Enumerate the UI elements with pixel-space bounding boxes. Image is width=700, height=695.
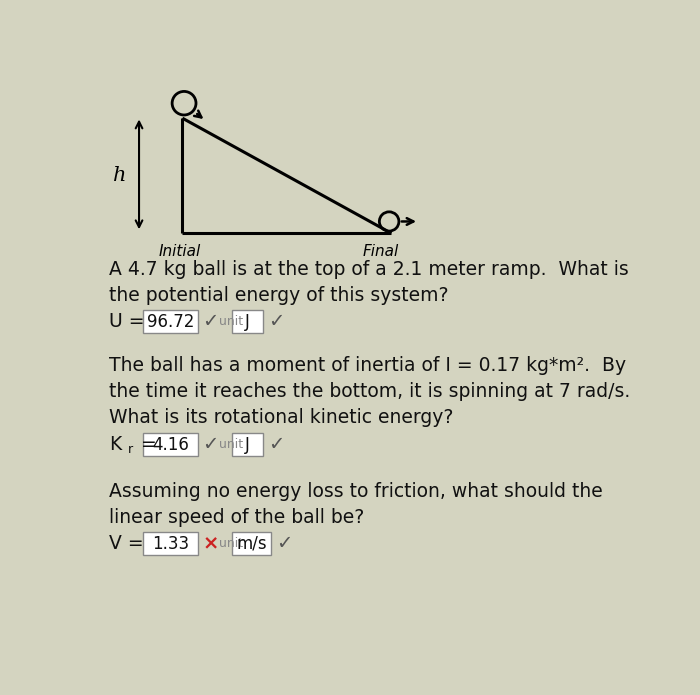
Text: Initial: Initial	[159, 244, 201, 259]
Text: the potential energy of this system?: the potential energy of this system?	[109, 286, 449, 304]
Text: J: J	[245, 313, 250, 331]
Text: ✓: ✓	[267, 312, 284, 331]
Text: unit: unit	[219, 537, 243, 550]
FancyBboxPatch shape	[143, 310, 197, 334]
Text: linear speed of the ball be?: linear speed of the ball be?	[109, 508, 365, 527]
Text: ×: ×	[202, 534, 219, 553]
Text: The ball has a moment of inertia of I = 0.17 kg*m².  By: The ball has a moment of inertia of I = …	[109, 357, 626, 375]
Text: the time it reaches the bottom, it is spinning at 7 rad/s.: the time it reaches the bottom, it is sp…	[109, 382, 631, 401]
Text: ✓: ✓	[202, 435, 219, 454]
Text: ✓: ✓	[276, 534, 292, 553]
Text: ✓: ✓	[202, 312, 219, 331]
Text: V =: V =	[109, 534, 144, 553]
Text: h: h	[113, 166, 127, 185]
Text: m/s: m/s	[237, 534, 267, 553]
Text: K: K	[109, 435, 122, 454]
Text: 96.72: 96.72	[146, 313, 194, 331]
FancyBboxPatch shape	[143, 532, 197, 555]
Text: unit: unit	[219, 315, 243, 328]
Text: Final: Final	[363, 244, 398, 259]
Text: What is its rotational kinetic energy?: What is its rotational kinetic energy?	[109, 408, 454, 427]
FancyBboxPatch shape	[232, 532, 271, 555]
Text: 4.16: 4.16	[152, 436, 189, 454]
FancyBboxPatch shape	[232, 310, 262, 334]
Text: J: J	[245, 436, 250, 454]
Text: Assuming no energy loss to friction, what should the: Assuming no energy loss to friction, wha…	[109, 482, 603, 501]
Text: r: r	[128, 443, 133, 457]
Text: unit: unit	[219, 438, 243, 451]
FancyBboxPatch shape	[143, 433, 197, 457]
Text: A 4.7 kg ball is at the top of a 2.1 meter ramp.  What is: A 4.7 kg ball is at the top of a 2.1 met…	[109, 260, 629, 279]
Text: =: =	[134, 435, 156, 454]
Text: U =: U =	[109, 312, 145, 331]
Text: 1.33: 1.33	[152, 534, 189, 553]
Text: ✓: ✓	[267, 435, 284, 454]
FancyBboxPatch shape	[232, 433, 262, 457]
